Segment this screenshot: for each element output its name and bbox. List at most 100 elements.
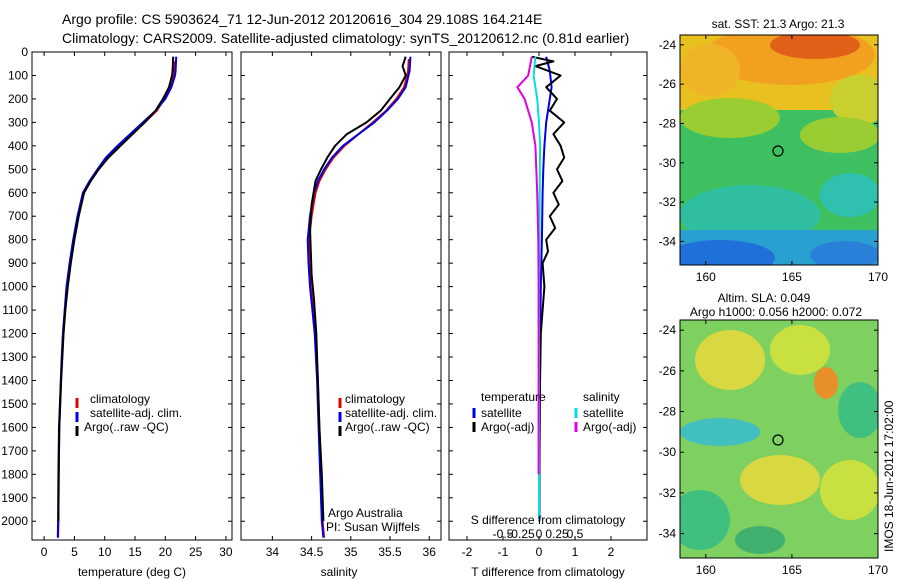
sst-field [680,35,878,265]
y-tick-label: 500 [8,162,28,176]
y-tick-label: 1500 [1,397,28,411]
lat-tick-label: -28 [659,116,677,130]
sst-cold-core-2 [810,241,878,265]
argo-position-marker [772,145,784,157]
sla-field [680,320,878,558]
panel-temperature: 0100200300400500600700800900100011001200… [1,45,233,579]
series-line-s-argo-adj- [516,56,540,475]
x-tick-label: 25 [189,545,203,559]
sla-green-2 [838,382,878,438]
y-tick-label: 2000 [1,514,28,528]
x-tick-label: 10 [98,545,112,559]
lat-tick-label: -26 [659,364,677,378]
s-difference-label: S difference from climatology [471,513,626,527]
axes-frame [240,51,442,541]
series-line-satellite-adj-clim- [56,56,178,538]
header-line-1: Argo profile: CS 5903624_71 12-Jun-2012 … [62,11,542,27]
y-tick-label: 1600 [1,420,28,434]
lat-tick-label: -32 [659,486,677,500]
sla-green-1 [680,490,730,550]
legend: climatology satellite-adj. clim. Argo(..… [338,392,437,436]
axes-frame [448,51,648,541]
lon-tick-label: 165 [782,563,802,577]
map-frame [679,34,879,266]
annotation-pi: PI: Susan Wijffels [326,520,420,534]
x-tick-label: -1 [498,545,509,559]
y-tick-label: 1900 [1,491,28,505]
x-tick-label: 2 [608,545,615,559]
y-tick-label: 1300 [1,350,28,364]
series-line-t-argo-adj- [531,55,566,522]
lat-tick-label: -34 [659,234,677,248]
map-frame [679,319,879,559]
legend-label: satellite-adj. clim. [90,406,182,420]
sst-yellowgreen [680,98,780,138]
axes-frame [31,51,233,541]
legend-label: climatology [345,392,405,406]
legend-label: satellite-adj. clim. [345,406,437,420]
lat-tick-label: -30 [659,445,677,459]
x-tick-label: 30 [219,545,233,559]
sla-orange [814,367,838,399]
legend: temperature salinity satellite Argo(-adj… [472,390,636,434]
legend-label: Argo(..raw -QC) [345,420,430,434]
lat-tick-label: -28 [659,405,677,419]
x-tick-label: 35 [344,545,358,559]
y-tick-label: 1200 [1,327,28,341]
sla-cyan-1 [680,418,760,446]
legend-header-temperature: temperature [481,390,546,404]
top-tick-label: 0.25 [545,527,569,541]
y-tick-label: 1800 [1,467,28,481]
series-line-satellite-adj-clim- [306,56,412,538]
series-line-climatology [57,61,176,538]
lon-tick-label: 160 [696,270,716,284]
top-tick-label: 0 [536,527,543,541]
sst-transition [830,75,878,125]
argo-position-marker [772,434,784,446]
legend-label: Argo(-adj) [481,420,534,434]
y-tick-label: 100 [8,68,28,82]
y-tick-label: 1400 [1,373,28,387]
y-tick-label: 1100 [2,303,28,317]
y-tick-label: 800 [8,233,28,247]
y-tick-label: 900 [8,256,28,270]
y-tick-label: 1700 [1,444,28,458]
legend-header-salinity: salinity [583,390,620,404]
lon-tick-label: 160 [696,563,716,577]
x-tick-label: 20 [159,545,173,559]
lon-tick-label: 170 [868,270,888,284]
x-tick-label: 0 [41,545,48,559]
map-title: Altim. SLA: 0.049 [718,291,811,305]
sla-yellow-1 [695,330,765,390]
series-line-climatology [308,58,410,538]
x-tick-label: 34 [266,545,280,559]
sst-warm-left [680,44,740,96]
x-axis-label: salinity [321,565,358,579]
series-line-argo-raw-qc- [309,56,407,522]
lat-tick-label: -24 [659,38,677,52]
panel-salinity: 34 34.5 35 35.5 36 salinity climatology sate… [240,51,442,579]
top-tick-label: 0.5 [567,527,584,541]
legend-label: Argo(-adj) [583,420,636,434]
x-tick-label: 36 [423,545,437,559]
sst-hot-spot [770,35,860,59]
annotation-institution: Argo Australia [328,506,403,520]
y-tick-label: 0 [21,45,28,59]
x-tick-label: -2 [462,545,473,559]
lat-tick-label: -24 [659,323,677,337]
x-axis-label: temperature (deg C) [78,565,186,579]
legend-label: climatology [90,392,150,406]
map-sla: Altim. SLA: 0.049 Argo h1000: 0.056 h200… [659,291,889,577]
x-tick-label: 35.5 [378,545,402,559]
sla-green-3 [735,526,785,554]
x-tick-label: 0 [536,545,543,559]
y-tick-label: 700 [8,209,28,223]
legend-label: satellite [583,406,624,420]
legend-label: satellite [481,406,522,420]
x-tick-label: 34.5 [300,545,324,559]
lon-tick-label: 165 [782,270,802,284]
lat-tick-label: -32 [659,195,677,209]
legend-label: Argo(..raw -QC) [84,420,169,434]
lat-tick-label: -26 [659,77,677,91]
